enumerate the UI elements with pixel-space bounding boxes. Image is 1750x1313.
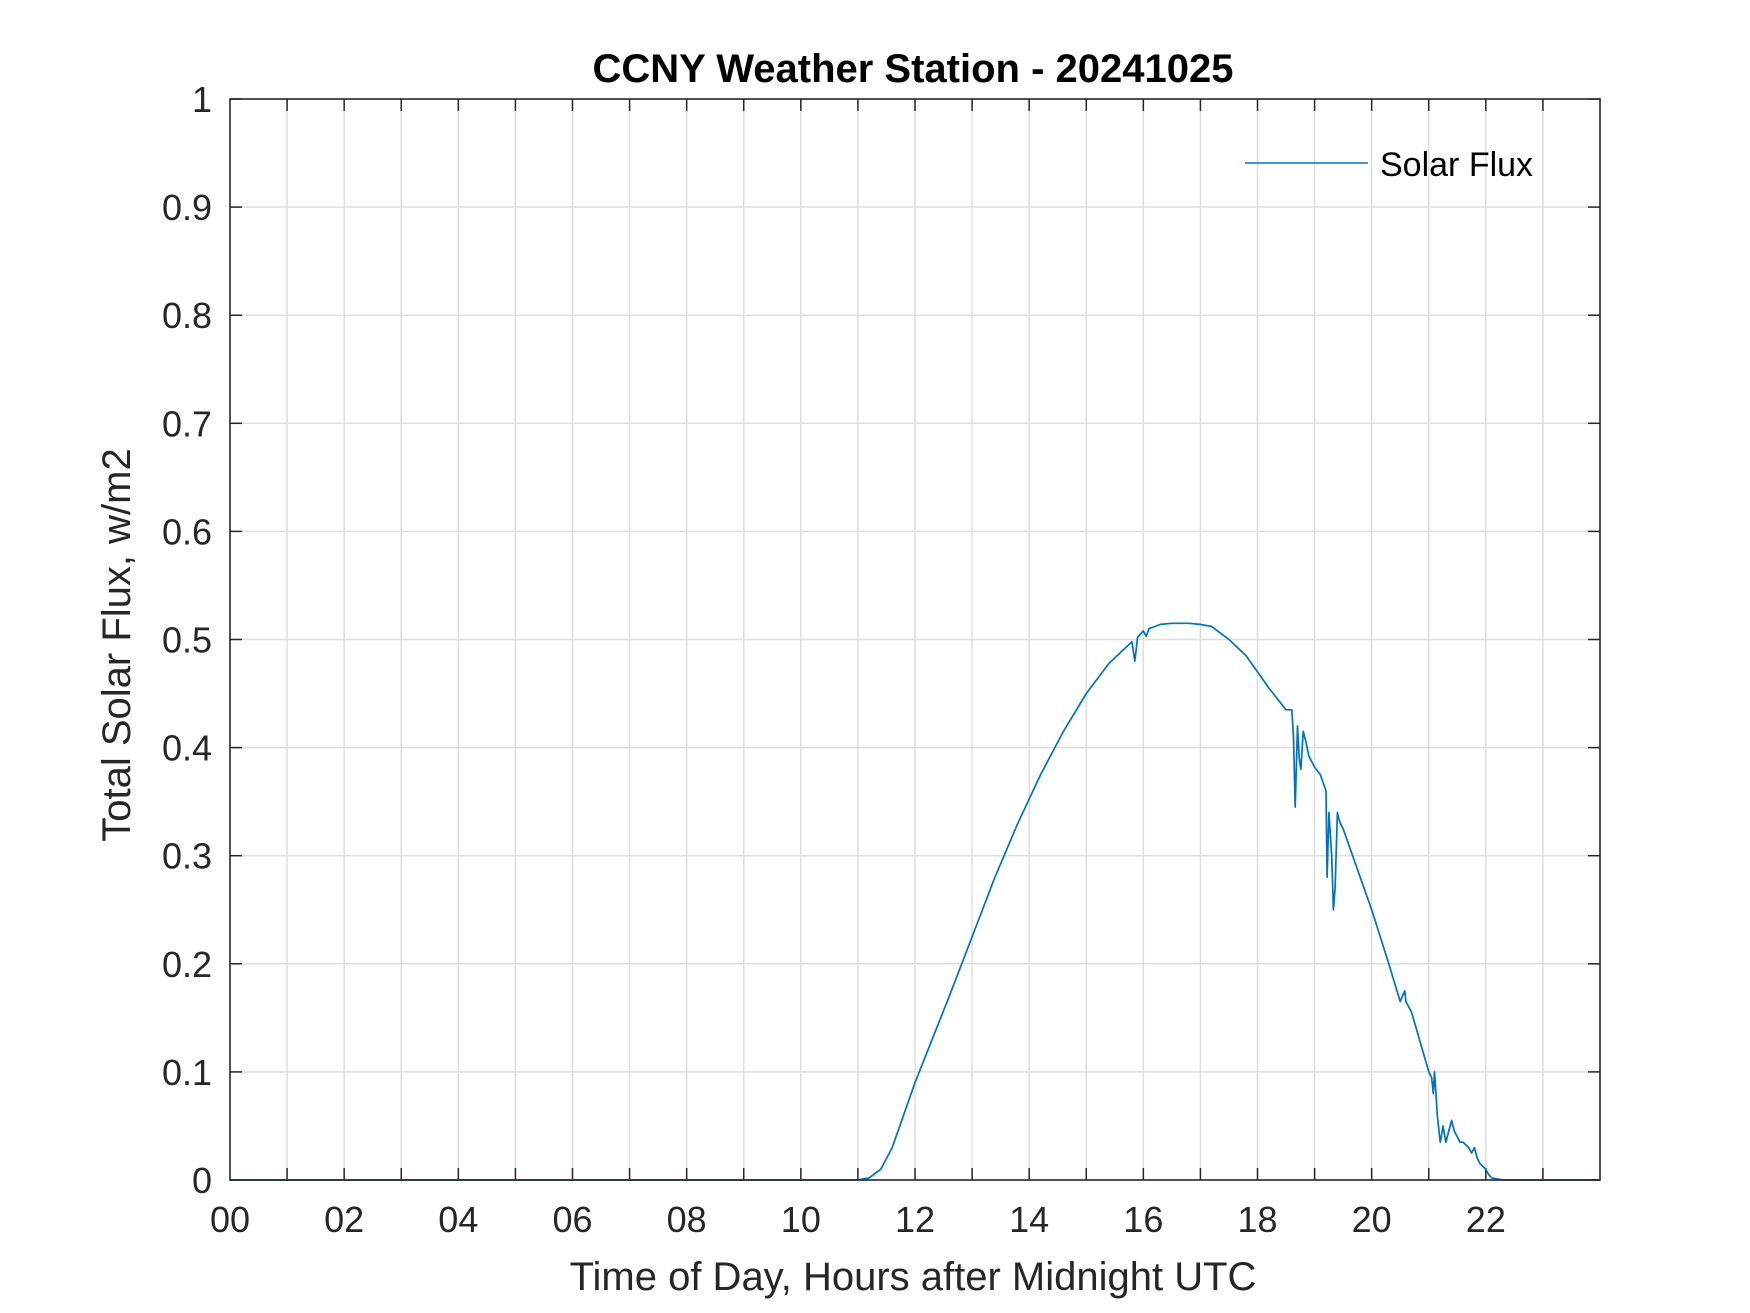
x-tick-label: 04 — [438, 1199, 478, 1240]
x-tick-label: 00 — [210, 1199, 250, 1240]
plot-area-border — [229, 98, 1601, 1181]
y-tick-label: 0.8 — [162, 295, 212, 336]
y-tick-label: 1 — [192, 79, 212, 120]
x-tick-label: 18 — [1237, 1199, 1277, 1240]
x-axis-title: Time of Day, Hours after Midnight UTC — [570, 1255, 1257, 1299]
legend: Solar Flux — [1245, 146, 1533, 184]
y-tick-label: 0.6 — [162, 511, 212, 552]
x-tick-label: 14 — [1009, 1199, 1049, 1240]
y-tick-label: 0.3 — [162, 836, 212, 877]
y-tick-label: 0.2 — [162, 944, 212, 985]
series-line-solar-flux — [230, 622, 1600, 1181]
y-axis-title: Total Solar Flux, w/m2 — [95, 448, 139, 841]
y-tick-label: 0 — [192, 1160, 212, 1201]
x-tick-label: 06 — [552, 1199, 592, 1240]
series-layer — [230, 622, 1600, 1181]
y-tick-label: 0.9 — [162, 187, 212, 228]
tick-labels: 00 02 04 06 08 10 12 14 16 18 20 22 0 0.1 0.2 0.3 0.4 0.5… — [162, 79, 1506, 1240]
x-tick-label: 20 — [1352, 1199, 1392, 1240]
y-tick-label: 0.7 — [162, 403, 212, 444]
y-tick-label: 0.4 — [162, 728, 212, 769]
x-tick-label: 08 — [667, 1199, 707, 1240]
x-tick-label: 16 — [1123, 1199, 1163, 1240]
x-tick-label: 10 — [781, 1199, 821, 1240]
legend-label-solar-flux: Solar Flux — [1380, 146, 1533, 184]
grid-lines — [230, 99, 1600, 1180]
axis-ticks — [230, 98, 1600, 1181]
y-tick-label: 0.5 — [162, 620, 212, 661]
y-tick-label: 0.1 — [162, 1052, 212, 1093]
chart-title: CCNY Weather Station - 20241025 — [593, 47, 1234, 91]
x-tick-label: 02 — [324, 1199, 364, 1240]
x-tick-label: 22 — [1466, 1199, 1506, 1240]
x-tick-label: 12 — [895, 1199, 935, 1240]
